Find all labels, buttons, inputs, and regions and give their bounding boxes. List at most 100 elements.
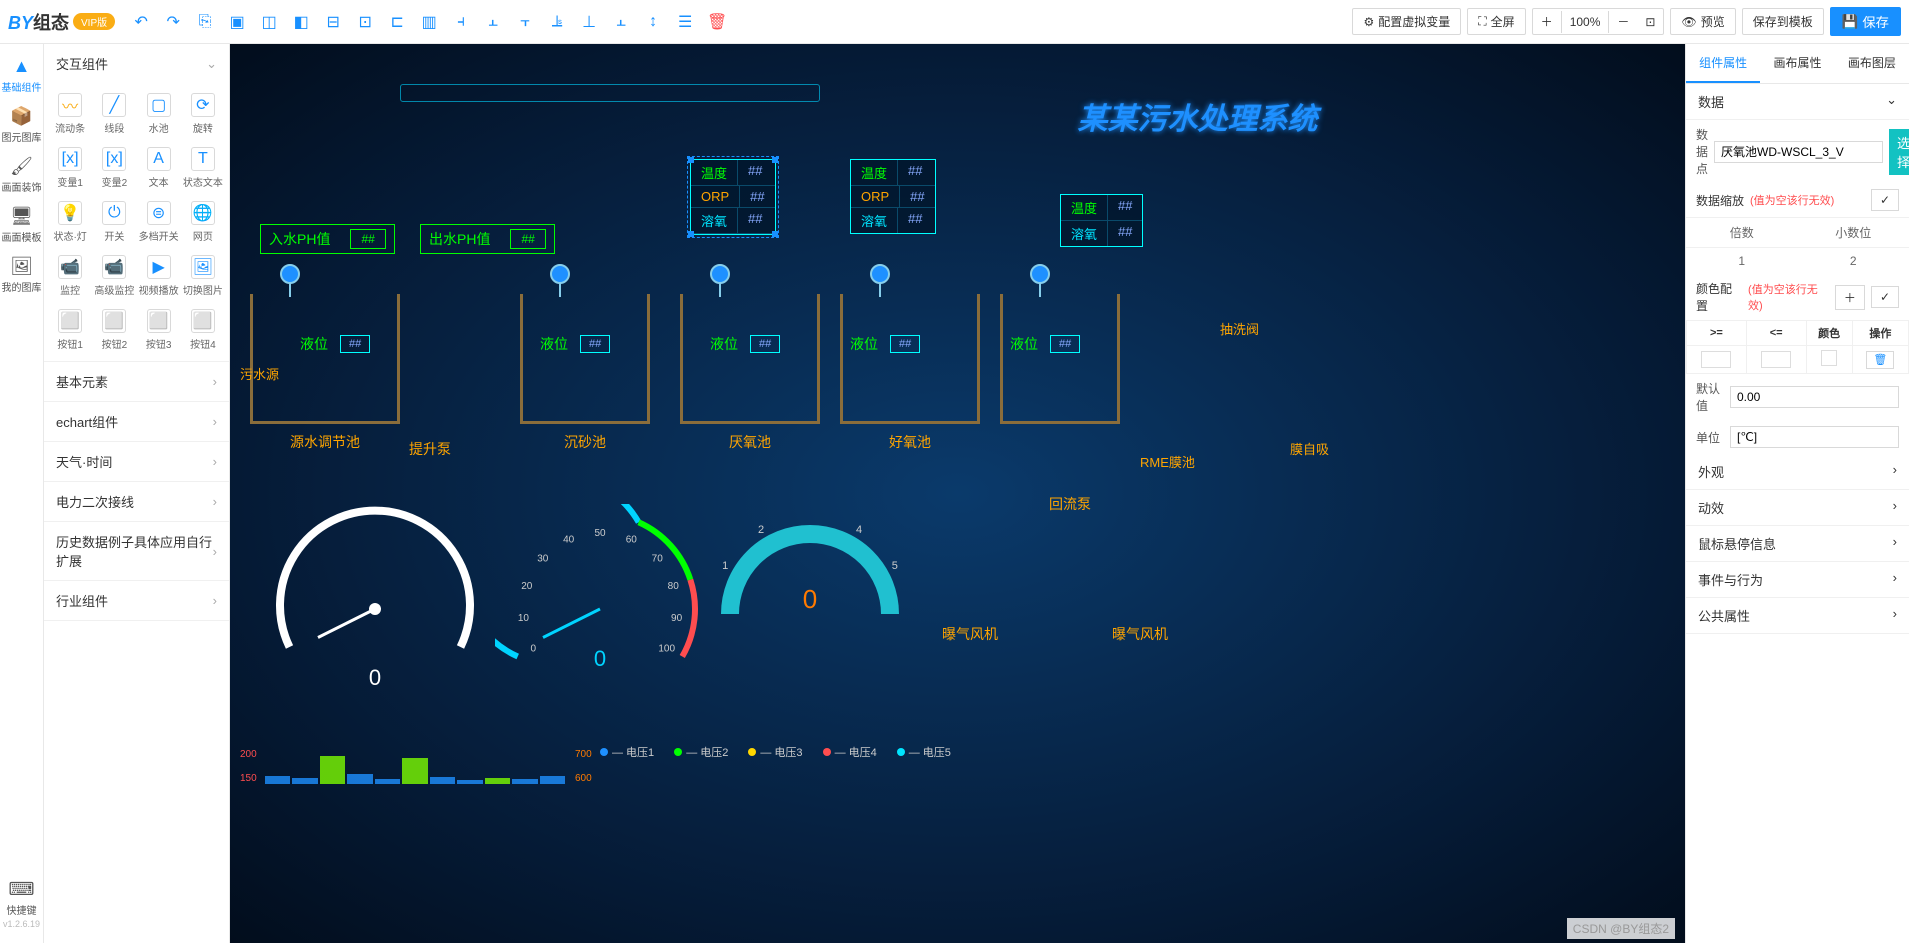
- level-indicator[interactable]: 液位##: [710, 334, 780, 354]
- nav-图元图库[interactable]: 📦图元图库: [2, 102, 42, 148]
- component-按钮1[interactable]: ⬜按钮1: [48, 303, 92, 357]
- group-外观[interactable]: 外观›: [1686, 454, 1909, 490]
- delete-row-button[interactable]: 🗑: [1866, 351, 1894, 369]
- selection-handle[interactable]: [772, 157, 778, 163]
- selection-handle[interactable]: [688, 157, 694, 163]
- toolbar-icon-18[interactable]: 🗑: [701, 6, 733, 38]
- component-切换图片[interactable]: 🖼切换图片: [181, 249, 225, 303]
- toolbar-icon-6[interactable]: ⊟: [317, 6, 349, 38]
- config-var-button[interactable]: ⚙ 配置虚拟变量: [1352, 8, 1461, 35]
- component-线段[interactable]: ╱线段: [92, 87, 136, 141]
- section-交互组件[interactable]: 交互组件⌄: [44, 44, 229, 83]
- sensor-icon[interactable]: [280, 264, 300, 284]
- component-文本[interactable]: A文本: [137, 141, 181, 195]
- toolbar-icon-2[interactable]: ⎘: [189, 6, 221, 38]
- component-状态文本[interactable]: T状态文本: [181, 141, 225, 195]
- gauge-1[interactable]: 01020304050607080901000: [495, 504, 705, 717]
- zoom-in-button[interactable]: ＋: [1533, 9, 1561, 34]
- tank-4[interactable]: [1000, 294, 1120, 424]
- selection-handle[interactable]: [688, 231, 694, 237]
- select-datapoint-button[interactable]: 选择: [1889, 129, 1909, 175]
- tab-画布图层[interactable]: 画布图层: [1835, 44, 1909, 83]
- toolbar-icon-12[interactable]: ⫟: [509, 6, 541, 38]
- toolbar-icon-5[interactable]: ◧: [285, 6, 317, 38]
- tab-画布属性[interactable]: 画布属性: [1760, 44, 1834, 83]
- nav-画面装饰[interactable]: 🖌画面装饰: [2, 152, 42, 198]
- nav-我的图库[interactable]: 🖼我的图库: [2, 252, 42, 298]
- canvas[interactable]: 某某污水处理系统 入水PH值##出水PH值##温度##ORP##溶氧##温度##…: [230, 44, 1685, 943]
- ph-in-box[interactable]: 入水PH值##: [260, 224, 395, 254]
- unit-input[interactable]: [1730, 426, 1899, 448]
- nav-基础组件[interactable]: ▲基础组件: [2, 52, 42, 98]
- toolbar-icon-8[interactable]: ⊏: [381, 6, 413, 38]
- tank-3[interactable]: [840, 294, 980, 424]
- component-变量1[interactable]: [x]变量1: [48, 141, 92, 195]
- color-le-input[interactable]: [1761, 351, 1791, 368]
- tab-组件属性[interactable]: 组件属性: [1686, 44, 1760, 83]
- databox-1[interactable]: 温度##ORP##溶氧##: [850, 159, 936, 234]
- databox-2[interactable]: 温度##溶氧##: [1060, 194, 1143, 247]
- shortcuts-button[interactable]: ⌨ 快捷键 v1.2.6.19: [2, 875, 42, 933]
- toolbar-icon-14[interactable]: ⊥: [573, 6, 605, 38]
- toolbar-icon-10[interactable]: ⫞: [445, 6, 477, 38]
- datapoint-input[interactable]: [1714, 141, 1883, 163]
- component-按钮2[interactable]: ⬜按钮2: [92, 303, 136, 357]
- selection-handle[interactable]: [772, 231, 778, 237]
- component-水池[interactable]: ▢水池: [137, 87, 181, 141]
- component-旋转[interactable]: ⟳旋转: [181, 87, 225, 141]
- toolbar-icon-16[interactable]: ↕: [637, 6, 669, 38]
- fullscreen-button[interactable]: ⛶ 全屏: [1467, 8, 1525, 35]
- component-多档开关[interactable]: ⊜多档开关: [137, 195, 181, 249]
- sensor-icon[interactable]: [870, 264, 890, 284]
- color-swatch[interactable]: [1821, 350, 1837, 366]
- component-按钮3[interactable]: ⬜按钮3: [137, 303, 181, 357]
- bar-chart[interactable]: [265, 754, 565, 784]
- tank-1[interactable]: [520, 294, 650, 424]
- tank-0[interactable]: [250, 294, 400, 424]
- nav-画面模板[interactable]: 🖥画面模板: [2, 202, 42, 248]
- toolbar-icon-7[interactable]: ⊡: [349, 6, 381, 38]
- level-indicator[interactable]: 液位##: [850, 334, 920, 354]
- save-button[interactable]: 💾 保存: [1830, 7, 1901, 36]
- data-section-header[interactable]: 数据⌄: [1686, 84, 1909, 120]
- component-监控[interactable]: 📹监控: [48, 249, 92, 303]
- gauge-2[interactable]: 01234560: [720, 524, 900, 707]
- toolbar-icon-13[interactable]: ⫡: [541, 6, 573, 38]
- sensor-icon[interactable]: [1030, 264, 1050, 284]
- level-indicator[interactable]: 液位##: [540, 334, 610, 354]
- toolbar-icon-11[interactable]: ⫠: [477, 6, 509, 38]
- section-天气·时间[interactable]: 天气·时间›: [44, 442, 229, 481]
- color-ge-input[interactable]: [1701, 351, 1731, 368]
- component-网页[interactable]: 🌐网页: [181, 195, 225, 249]
- group-鼠标悬停信息[interactable]: 鼠标悬停信息›: [1686, 526, 1909, 562]
- toolbar-icon-17[interactable]: ☰: [669, 6, 701, 38]
- zoom-control[interactable]: ＋ 100% － ⊡: [1532, 8, 1665, 35]
- section-echart组件[interactable]: echart组件›: [44, 402, 229, 441]
- sensor-icon[interactable]: [710, 264, 730, 284]
- preview-button[interactable]: 👁 预览: [1670, 8, 1735, 35]
- section-历史数据例子具体应用自行扩展[interactable]: 历史数据例子具体应用自行扩展›: [44, 522, 229, 580]
- ph-out-box[interactable]: 出水PH值##: [420, 224, 555, 254]
- save-template-button[interactable]: 保存到模板: [1742, 8, 1824, 35]
- scale-confirm-button[interactable]: ✓: [1871, 189, 1899, 211]
- component-按钮4[interactable]: ⬜按钮4: [181, 303, 225, 357]
- component-高级监控[interactable]: 📹高级监控: [92, 249, 136, 303]
- group-动效[interactable]: 动效›: [1686, 490, 1909, 526]
- toolbar-icon-15[interactable]: ⫠: [605, 6, 637, 38]
- toolbar-icon-1[interactable]: ↷: [157, 6, 189, 38]
- component-变量2[interactable]: [x]变量2: [92, 141, 136, 195]
- section-基本元素[interactable]: 基本元素›: [44, 362, 229, 401]
- databox-0[interactable]: 温度##ORP##溶氧##: [690, 159, 776, 235]
- component-流动条[interactable]: 〰流动条: [48, 87, 92, 141]
- section-电力二次接线[interactable]: 电力二次接线›: [44, 482, 229, 521]
- toolbar-icon-0[interactable]: ↶: [125, 6, 157, 38]
- sensor-icon[interactable]: [550, 264, 570, 284]
- toolbar-icon-9[interactable]: ▥: [413, 6, 445, 38]
- level-indicator[interactable]: 液位##: [1010, 334, 1080, 354]
- toolbar-icon-3[interactable]: ▣: [221, 6, 253, 38]
- level-indicator[interactable]: 液位##: [300, 334, 370, 354]
- color-confirm-button[interactable]: ✓: [1871, 286, 1899, 308]
- toolbar-icon-4[interactable]: ◫: [253, 6, 285, 38]
- tank-2[interactable]: [680, 294, 820, 424]
- component-状态·灯[interactable]: 💡状态·灯: [48, 195, 92, 249]
